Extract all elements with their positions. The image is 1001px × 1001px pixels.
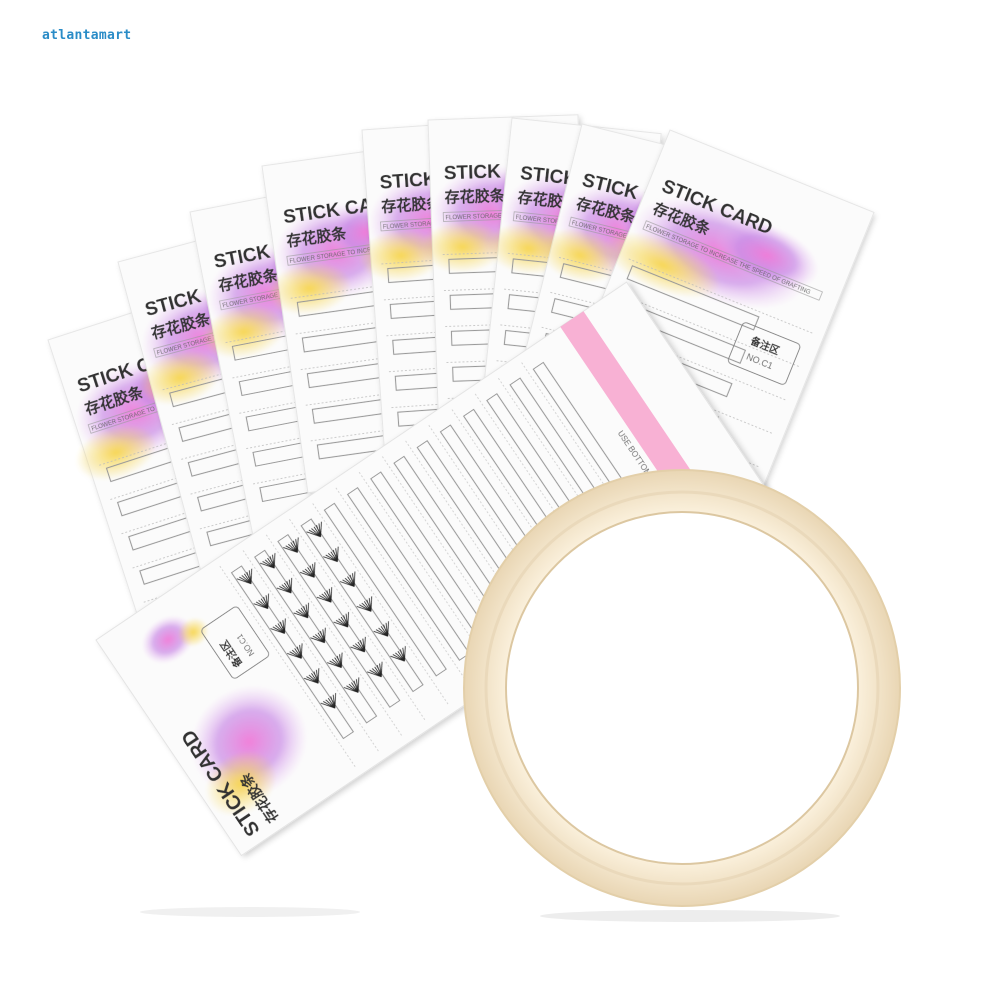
lash-slot — [230, 565, 355, 740]
lash-cluster-icon — [339, 571, 356, 587]
lash-cluster-icon — [303, 668, 320, 684]
lash-slot — [277, 533, 401, 708]
lash-cluster-icon — [320, 693, 337, 709]
card-shadow — [140, 907, 360, 917]
lash-cluster-icon — [366, 661, 383, 678]
watermark-logo: atlantamart — [42, 28, 132, 43]
lash-slot — [253, 549, 378, 724]
lash-cluster-icon — [390, 646, 406, 662]
lash-cluster-icon — [270, 618, 286, 634]
lash-cluster-icon — [356, 596, 373, 612]
lash-cluster-icon — [316, 587, 333, 603]
card-subtitle: 存花胶条 — [444, 186, 506, 206]
tape-roll — [463, 469, 901, 907]
lash-cluster-icon — [310, 627, 326, 644]
lash-cluster-icon — [350, 636, 366, 653]
lash-cluster-icon — [343, 677, 360, 693]
lash-cluster-icon — [283, 537, 299, 553]
lash-slot — [346, 486, 471, 661]
lash-cluster-icon — [373, 621, 389, 637]
lash-cluster-icon — [293, 602, 309, 619]
watercolor-blossom-icon — [141, 615, 308, 817]
lash-slot — [300, 518, 424, 693]
lash-cluster-icon — [323, 546, 339, 563]
lash-cluster-icon — [259, 553, 276, 569]
lash-slot — [626, 265, 760, 331]
lash-cluster-icon — [333, 611, 349, 628]
lash-cluster-icon — [327, 652, 343, 668]
lash-cluster-icon — [287, 643, 303, 659]
watercolor-blossom-icon — [604, 196, 819, 310]
lash-cluster-icon — [236, 568, 253, 585]
card-subtitle: 存花胶条 — [381, 194, 443, 216]
lash-cluster-icon — [306, 521, 322, 538]
lash-slot — [323, 502, 447, 677]
tape-shadow — [540, 910, 840, 922]
lash-cluster-icon — [253, 593, 269, 609]
lash-cluster-icon — [299, 562, 316, 578]
lash-cluster-icon — [276, 577, 293, 594]
